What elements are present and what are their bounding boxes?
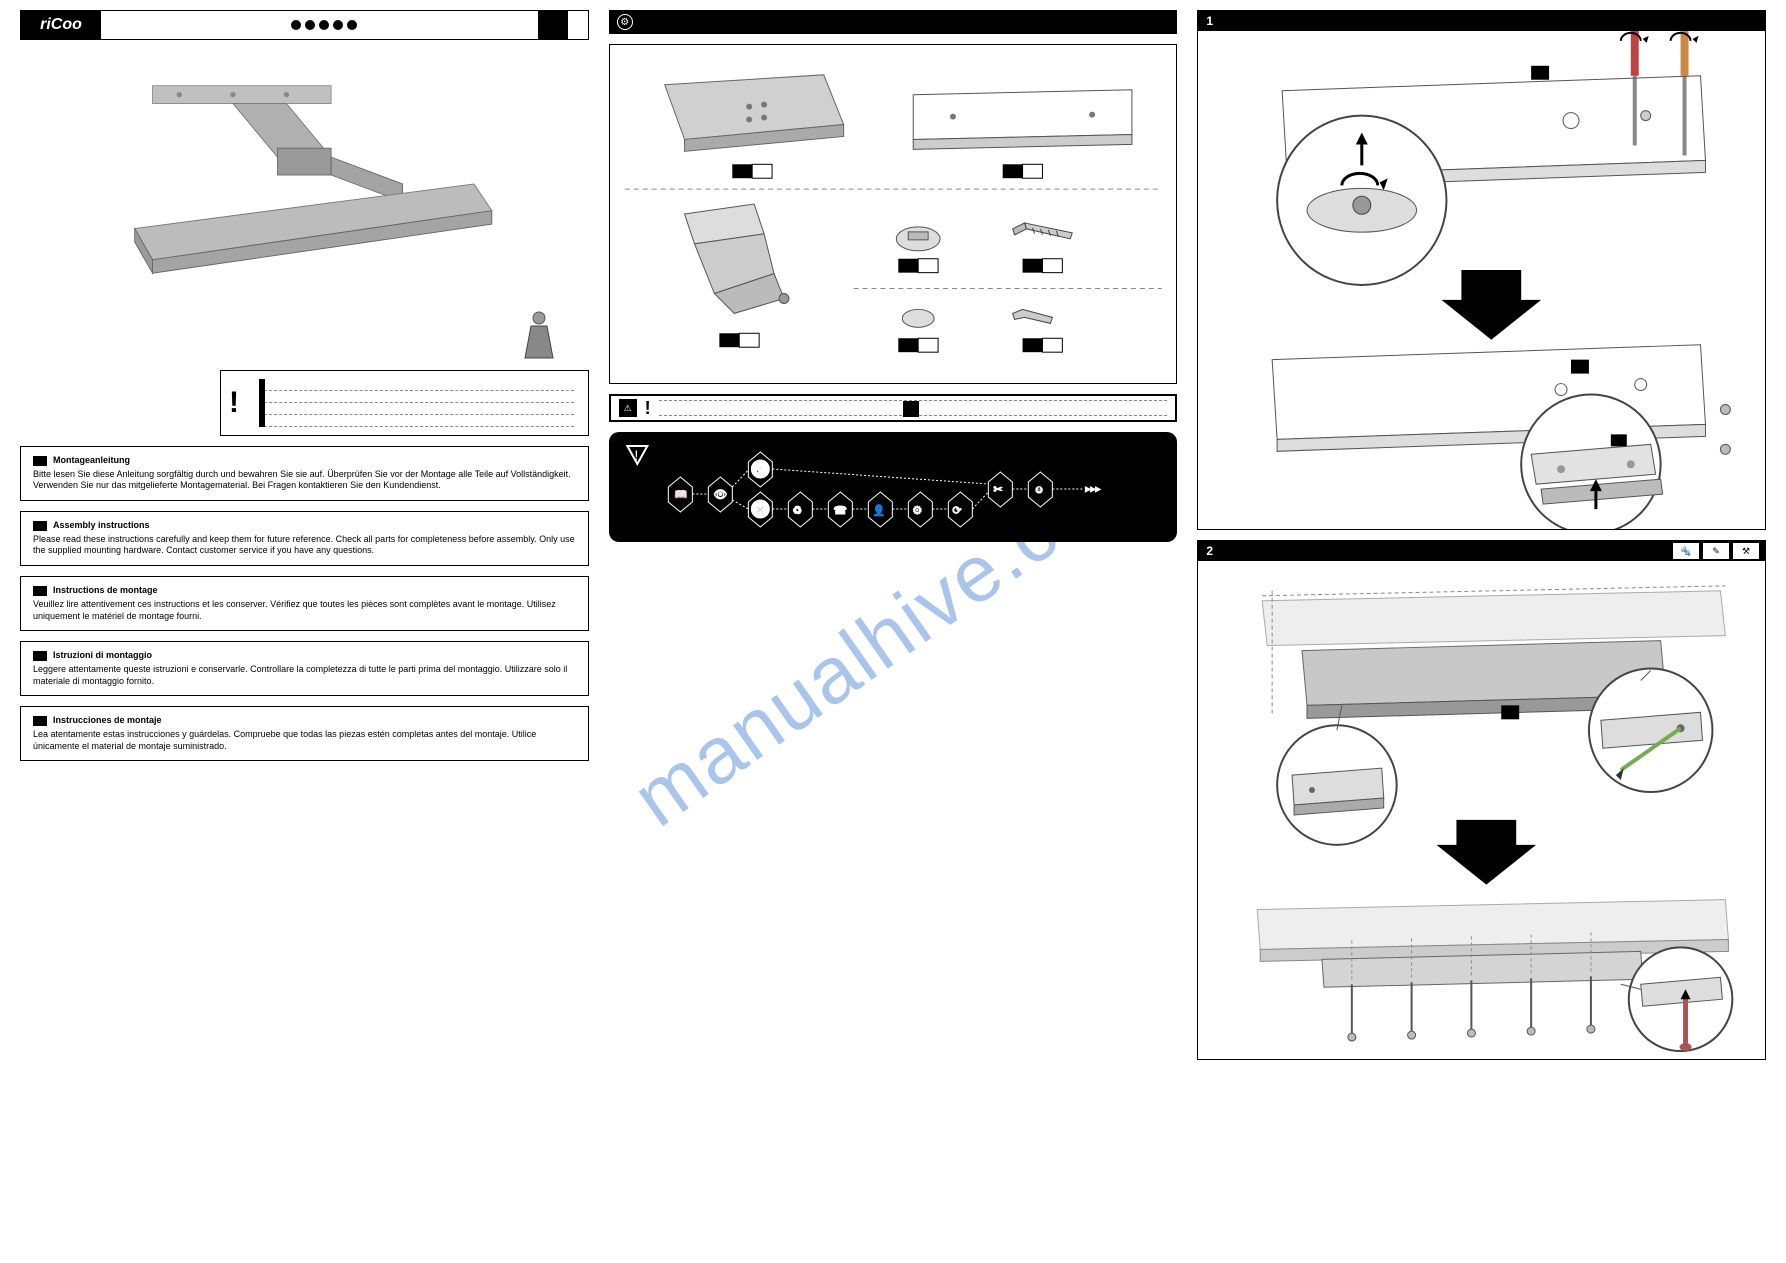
screwdriver-icon: [1671, 26, 1699, 156]
drill-icon: 🔩: [1673, 543, 1699, 559]
weight-capacity-row: [20, 310, 589, 360]
lang-body: Bitte lesen Sie diese Anleitung sorgfält…: [33, 469, 576, 492]
step-header: 2 🔩 ✎ ⚒: [1198, 541, 1765, 561]
lang-title: Montageanleitung: [53, 455, 130, 467]
header-dot: [319, 20, 329, 30]
step-number: 2: [1206, 544, 1213, 558]
svg-text:⚙: ⚙: [912, 505, 922, 517]
warning-triangle-icon: ⚠: [619, 399, 637, 417]
screwdriver-icon: [1621, 26, 1649, 146]
flag-icon: [33, 521, 47, 531]
step-header: 1: [1198, 11, 1765, 31]
svg-text:☺: ☺: [1033, 484, 1044, 496]
lang-title: Istruzioni di montaggio: [53, 650, 152, 662]
header-black-tab: [538, 11, 568, 39]
column-middle: ⚙: [609, 10, 1178, 1253]
lang-title: Instructions de montage: [53, 585, 158, 597]
svg-text:!: !: [634, 447, 638, 463]
parts-header-strip: ⚙: [609, 10, 1178, 34]
step-1-panel: 1: [1197, 10, 1766, 530]
flag-icon: [33, 456, 47, 466]
lang-body: Leggere attentamente queste istruzioni e…: [33, 664, 576, 687]
header-dots-area: [111, 11, 538, 39]
svg-text:📖: 📖: [674, 489, 688, 501]
lang-box-en: Assembly instructions Please read these …: [20, 511, 589, 566]
lang-box-fr: Instructions de montage Veuillez lire at…: [20, 576, 589, 631]
flag-icon: [33, 716, 47, 726]
brand-logo: riCoo: [21, 11, 111, 39]
header-dot: [347, 20, 357, 30]
flag-icon: [33, 651, 47, 661]
brand-header-bar: riCoo: [20, 10, 589, 40]
lang-title: Assembly instructions: [53, 520, 150, 532]
notice-lines: [259, 379, 574, 427]
header-dot: [291, 20, 301, 30]
wrench-icon: ⚙: [617, 14, 633, 30]
step-number: 1: [1206, 14, 1213, 28]
notice-box: !: [220, 370, 589, 436]
column-right: 1: [1197, 10, 1766, 1253]
column-left: riCoo: [20, 10, 589, 1253]
lang-box-it: Istruzioni di montaggio Leggere attentam…: [20, 641, 589, 696]
svg-text:♻: ♻: [792, 505, 802, 517]
lang-box-de: Montageanleitung Bitte lesen Sie diese A…: [20, 446, 589, 501]
lang-body: Please read these instructions carefully…: [33, 534, 576, 557]
svg-text:✓: ✓: [754, 462, 765, 477]
header-end: [568, 11, 588, 39]
header-dot: [305, 20, 315, 30]
lang-body: Veuillez lire attentivement ces instruct…: [33, 599, 576, 622]
lang-box-es: Instrucciones de montaje Lea atentamente…: [20, 706, 589, 761]
weight-icon: [519, 310, 559, 360]
driver-icon: ⚒: [1733, 543, 1759, 559]
header-dot: [333, 20, 343, 30]
svg-text:✂: ✂: [993, 484, 1002, 496]
exclamation-icon: !: [645, 398, 651, 419]
exclamation-icon: !: [229, 382, 239, 424]
page-container: riCoo: [0, 0, 1786, 1263]
svg-text:👤: 👤: [872, 504, 886, 517]
measurement-bar: [659, 400, 1168, 416]
step-2-panel: 2 🔩 ✎ ⚒: [1197, 540, 1766, 1060]
svg-text:👁: 👁: [713, 489, 727, 501]
pencil-icon: ✎: [1703, 543, 1729, 559]
svg-text:▸▸▸: ▸▸▸: [1085, 484, 1100, 495]
product-illustration: [20, 50, 589, 300]
svg-text:⟳: ⟳: [952, 505, 961, 517]
measurement-marker: [903, 401, 919, 417]
svg-text:✕: ✕: [755, 503, 765, 517]
safety-flow-panel: ! 📖 👁 ✓ ✕ ♻: [609, 432, 1178, 542]
svg-text:☎: ☎: [833, 505, 847, 517]
lang-title: Instrucciones de montaje: [53, 715, 162, 727]
measurement-strip: ⚠ !: [609, 394, 1178, 422]
lang-body: Lea atentamente estas instrucciones y gu…: [33, 729, 576, 752]
flag-icon: [33, 586, 47, 596]
parts-panel: [609, 44, 1178, 384]
